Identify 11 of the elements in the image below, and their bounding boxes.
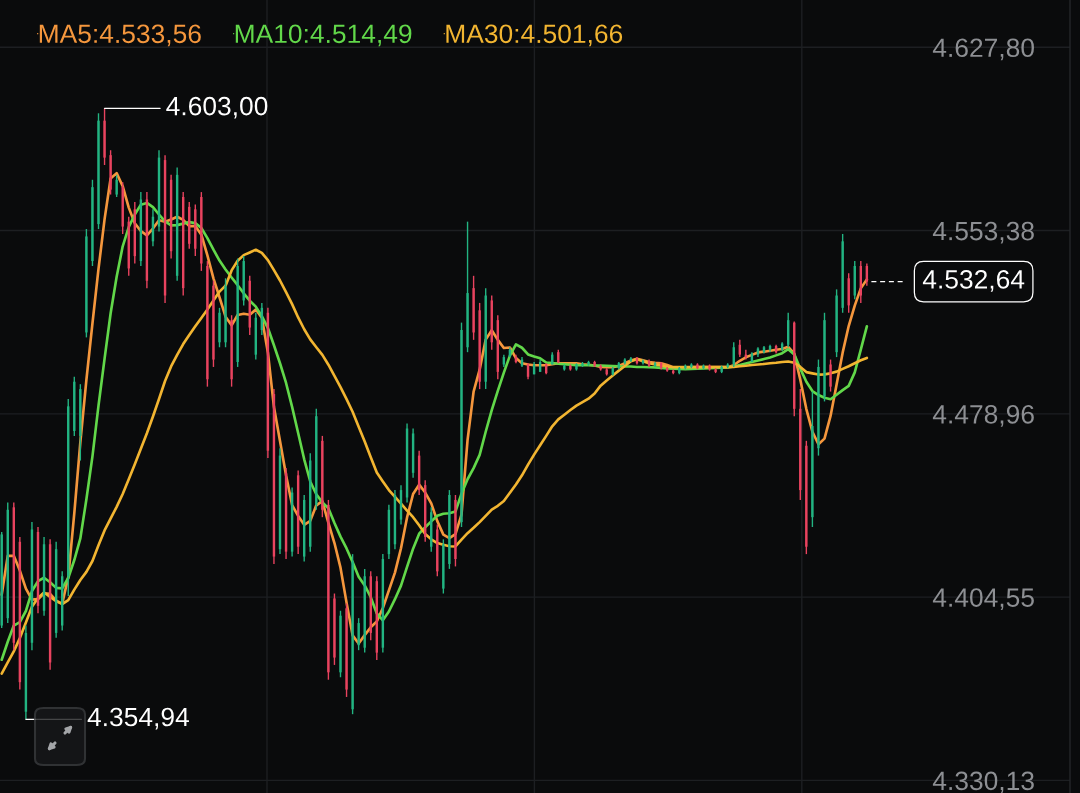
y-tick-label: 4.478,96 [932, 404, 1034, 427]
y-tick-label: 4.553,38 [932, 221, 1034, 244]
legend-label: MA30:4.501,66 [446, 24, 623, 47]
annotation: 4.354,94 [87, 707, 189, 730]
annotation: 4.603,00 [166, 96, 268, 119]
y-tick-label: 4.627,80 [932, 38, 1034, 61]
ref-line-label: 4.532,64 [922, 270, 1025, 292]
y-tick-label: 4.330,13 [932, 771, 1034, 793]
legend-label: MA10:4.514,49 [235, 24, 412, 47]
legend-label: MA5:4.533,56 [39, 24, 201, 47]
y-tick-label: 4.404,55 [932, 588, 1034, 611]
